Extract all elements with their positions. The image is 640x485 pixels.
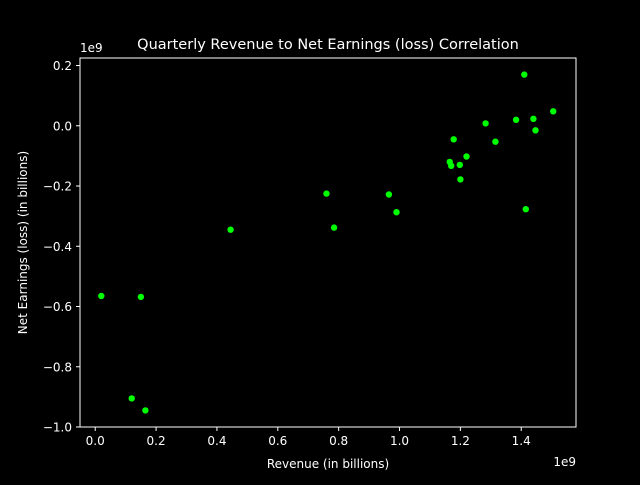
y-axis-label: Net Earnings (loss) (in billions)	[16, 151, 30, 334]
x-tick-label: 1.0	[390, 434, 409, 448]
data-point-17	[492, 138, 499, 145]
data-point-11	[448, 162, 455, 169]
x-tick-label: 0.0	[86, 434, 105, 448]
data-point-22	[532, 127, 539, 134]
data-point-19	[521, 71, 528, 78]
data-point-3	[137, 293, 145, 301]
data-point-18	[512, 116, 520, 124]
x-ticks: 0.0 0.2 0.4 0.6 0.8 1.0 1.2 1.4	[86, 427, 531, 448]
plot-frame	[79, 57, 577, 428]
y-tick-label: 0.2	[53, 59, 72, 73]
x-tick-label: 0.8	[329, 434, 348, 448]
x-tick-label: 0.6	[268, 434, 287, 448]
data-point-6	[323, 190, 330, 197]
x-offset-label: 1e9	[553, 455, 576, 469]
y-ticks: −1.0 −0.8 −0.6 −0.4 −0.2 0.0 0.2	[43, 59, 80, 435]
data-point-1	[98, 292, 105, 300]
points-layer	[98, 71, 557, 414]
chart-title: Quarterly Revenue to Net Earnings (loss)…	[137, 37, 519, 53]
data-point-21	[530, 115, 537, 123]
data-point-9	[393, 209, 400, 216]
y-tick-label: −1.0	[43, 421, 72, 435]
y-tick-label: −0.6	[43, 300, 72, 314]
data-point-20	[522, 206, 529, 213]
data-point-23	[550, 108, 557, 115]
x-tick-label: 1.4	[512, 434, 531, 448]
y-tick-label: −0.4	[43, 240, 72, 254]
y-tick-label: −0.8	[43, 360, 72, 374]
x-tick-label: 0.2	[147, 434, 166, 448]
y-tick-label: 0.0	[53, 119, 72, 133]
x-tick-label: 1.2	[451, 434, 470, 448]
data-point-5	[227, 226, 234, 233]
x-tick-label: 0.4	[207, 434, 226, 448]
data-point-16	[482, 120, 489, 127]
x-axis-label: Revenue (in billions)	[267, 457, 389, 471]
data-point-7	[330, 224, 338, 231]
data-point-4	[142, 407, 149, 414]
data-point-12	[450, 136, 457, 143]
y-tick-label: −0.2	[43, 180, 72, 194]
data-point-2	[128, 395, 135, 402]
data-point-14	[457, 176, 464, 183]
data-point-15	[463, 153, 470, 160]
y-offset-label: 1e9	[80, 41, 103, 55]
data-point-13	[456, 161, 463, 169]
data-point-8	[385, 191, 393, 198]
